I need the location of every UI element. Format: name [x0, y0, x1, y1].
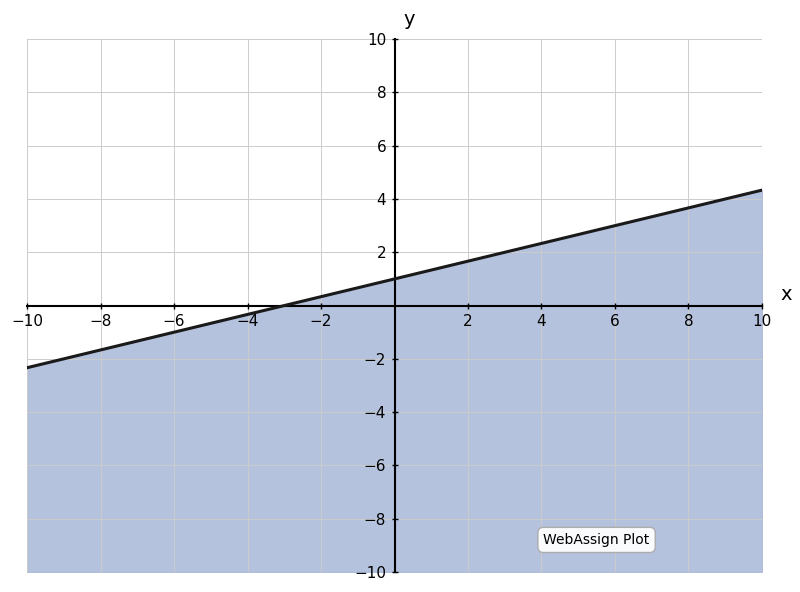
Text: y: y — [403, 9, 415, 28]
Text: x: x — [780, 285, 792, 304]
Text: WebAssign Plot: WebAssign Plot — [543, 533, 650, 547]
